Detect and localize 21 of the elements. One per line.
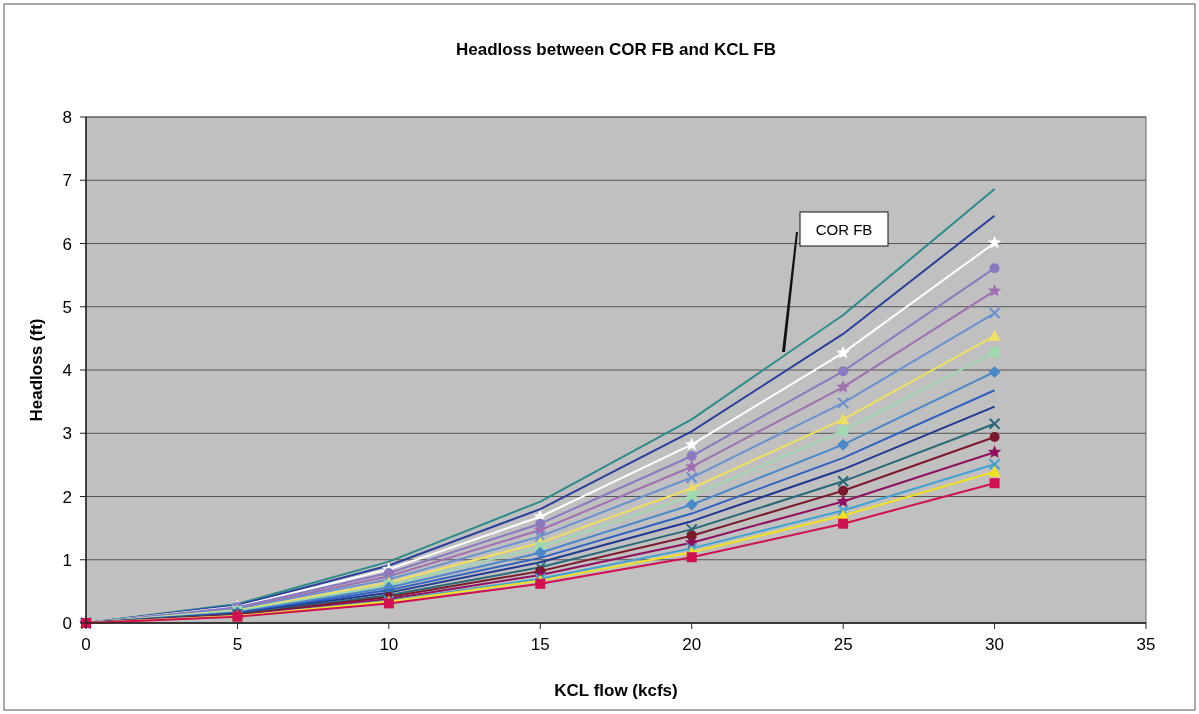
x-axis-title: KCL flow (kcfs) [554, 681, 678, 700]
y-axis-title: Headloss (ft) [27, 318, 46, 422]
x-tick-label: 0 [81, 635, 91, 654]
x-tick-label: 25 [833, 635, 853, 654]
x-tick-label: 15 [530, 635, 550, 654]
x-tick-label: 30 [985, 635, 1005, 654]
y-tick-label: 6 [62, 234, 72, 254]
x-tick-label: 10 [379, 635, 399, 654]
y-tick-label: 5 [62, 297, 72, 317]
y-tick-label: 3 [62, 424, 72, 444]
y-tick-label: 4 [62, 361, 72, 380]
x-tick-label: 5 [232, 635, 243, 654]
y-tick-label: 1 [62, 550, 72, 570]
chart-title: Headloss between COR FB and KCL FB [456, 40, 776, 59]
y-tick-label: 8 [62, 108, 72, 127]
x-tick-label: 20 [682, 635, 702, 654]
x-tick-label: 35 [1136, 635, 1156, 654]
y-tick-label: 0 [62, 614, 72, 633]
annotation: COR FB [815, 221, 873, 238]
y-tick-label: 7 [62, 171, 72, 191]
y-tick-label: 2 [62, 487, 72, 507]
